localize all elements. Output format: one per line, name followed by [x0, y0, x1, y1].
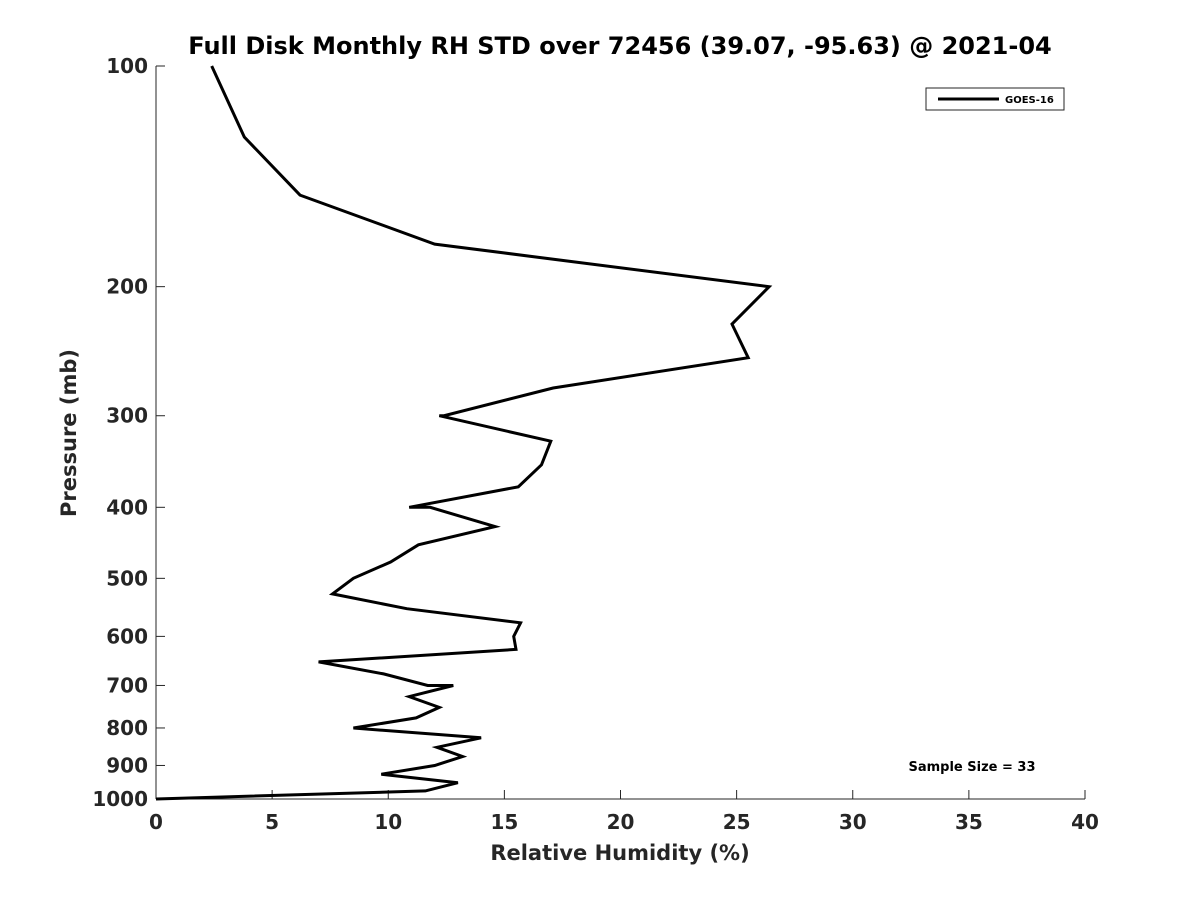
x-tick-label: 35 — [955, 810, 983, 834]
y-tick-label: 800 — [106, 716, 148, 740]
legend-label-goes-16: GOES-16 — [1005, 95, 1054, 106]
x-tick-label: 0 — [149, 810, 163, 834]
y-tick-label: 300 — [106, 404, 148, 428]
x-tick-label: 30 — [839, 810, 867, 834]
x-tick-label: 10 — [374, 810, 402, 834]
sample-size-annotation: Sample Size = 33 — [908, 760, 1035, 775]
axes: 0 5 10 15 20 25 30 35 40 100 200 300 400 500 600 700 800… — [92, 54, 1099, 834]
plot-area — [155, 65, 773, 801]
y-tick-label: 200 — [106, 275, 148, 299]
x-tick-label: 40 — [1071, 810, 1099, 834]
y-tick-label: 600 — [106, 624, 148, 648]
chart-title: Full Disk Monthly RH STD over 72456 (39.… — [188, 32, 1051, 60]
y-axis-label: Pressure (mb) — [57, 349, 81, 517]
y-tick-label: 900 — [106, 753, 148, 777]
y-tick-label: 500 — [106, 566, 148, 590]
y-tick-label: 1000 — [92, 787, 148, 811]
x-axis-label: Relative Humidity (%) — [490, 841, 749, 865]
series-line-goes-16 — [155, 65, 773, 801]
x-tick-label: 5 — [265, 810, 279, 834]
x-tick-label: 25 — [723, 810, 751, 834]
legend: GOES-16 — [925, 87, 1065, 111]
y-tick-label: 100 — [106, 54, 148, 78]
y-tick-label: 400 — [106, 495, 148, 519]
x-tick-label: 20 — [607, 810, 635, 834]
y-tick-label: 700 — [106, 673, 148, 697]
x-tick-label: 15 — [490, 810, 518, 834]
